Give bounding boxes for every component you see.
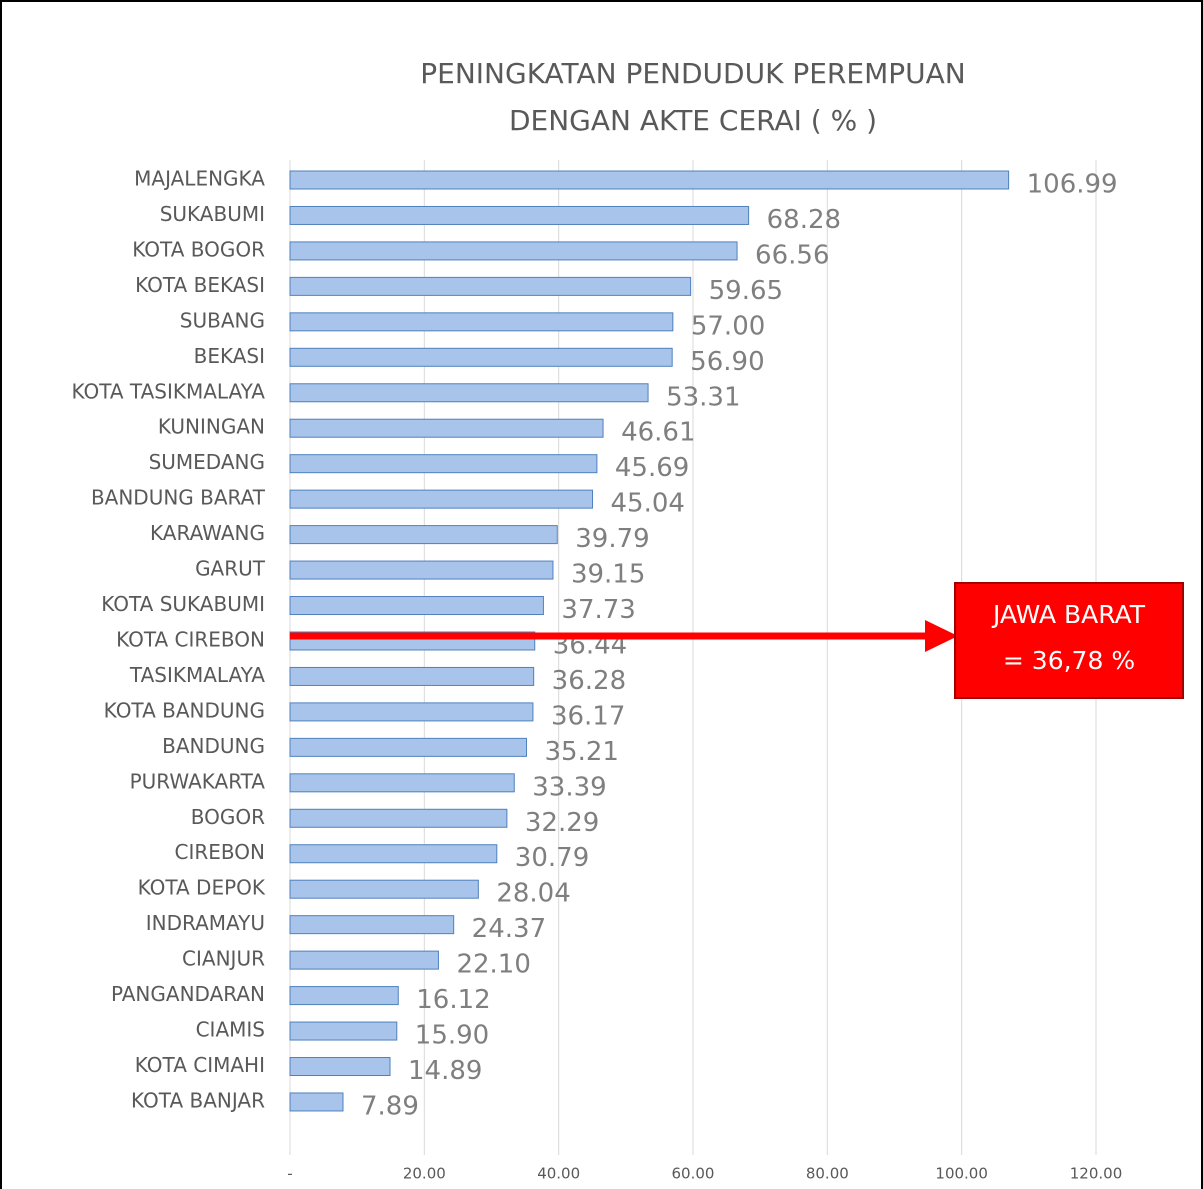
- value-label: 36.28: [552, 666, 626, 696]
- y-tick-label: SUMEDANG: [149, 450, 265, 474]
- bar: [289, 205, 750, 225]
- bar: [289, 986, 399, 1006]
- y-tick-label: GARUT: [195, 557, 266, 581]
- chart-title: PENINGKATAN PENDUDUK PEREMPUAN: [420, 57, 965, 90]
- value-label: 15.90: [415, 1021, 489, 1051]
- y-tick-label: KARAWANG: [150, 521, 265, 545]
- value-label: 32.29: [525, 808, 599, 838]
- value-label: 57.00: [691, 311, 765, 341]
- bar: [289, 241, 738, 261]
- bar: [289, 347, 673, 367]
- x-tick-label: 20.00: [403, 1165, 446, 1183]
- bar: [289, 1092, 344, 1112]
- annotation-text: JAWA BARAT: [991, 600, 1146, 629]
- annotation-arrow: [290, 620, 958, 652]
- x-tick-label: 100.00: [935, 1165, 988, 1183]
- value-label: 46.61: [621, 418, 695, 448]
- value-label: 56.90: [690, 347, 764, 377]
- value-label: 30.79: [515, 843, 589, 873]
- bar: [289, 170, 1010, 190]
- value-label: 68.28: [767, 205, 841, 235]
- annotation-box: [954, 582, 1184, 699]
- y-tick-label: BANDUNG BARAT: [91, 486, 266, 510]
- bar: [289, 525, 558, 545]
- y-tick-label: SUKABUMI: [160, 202, 265, 226]
- value-label: 53.31: [666, 382, 740, 412]
- bar: [289, 773, 515, 793]
- value-label: 45.04: [611, 489, 685, 519]
- bar: [289, 844, 498, 864]
- bar: [289, 1057, 391, 1076]
- x-tick-label: 120.00: [1070, 1165, 1123, 1183]
- y-tick-label: CIAMIS: [196, 1018, 265, 1042]
- y-tick-label: KOTA CIMAHI: [135, 1053, 265, 1077]
- bar: [289, 808, 508, 828]
- y-tick-label: CIANJUR: [182, 947, 265, 971]
- x-tick-label: 40.00: [537, 1165, 580, 1183]
- y-tick-label: KOTA TASIKMALAYA: [71, 379, 265, 403]
- value-label: 66.56: [755, 240, 829, 270]
- bar: [289, 276, 692, 296]
- value-label: 37.73: [561, 595, 635, 625]
- bar: [289, 454, 598, 474]
- bar: [289, 1021, 398, 1041]
- bar: [289, 666, 535, 686]
- arrow-head: [925, 620, 958, 652]
- y-tick-label: PURWAKARTA: [130, 769, 266, 793]
- bar: [289, 950, 439, 970]
- value-label: 35.21: [544, 737, 618, 767]
- y-tick-label: BEKASI: [194, 344, 265, 368]
- y-tick-label: KOTA DEPOK: [138, 876, 266, 900]
- bar: [289, 312, 674, 332]
- value-label: 28.04: [496, 879, 570, 909]
- y-tick-label: KOTA BEKASI: [135, 273, 265, 297]
- x-tick-label: -: [287, 1165, 292, 1183]
- bar: [289, 915, 455, 935]
- value-label: 36.17: [551, 701, 625, 731]
- x-tick-label: 60.00: [672, 1165, 715, 1183]
- y-tick-label: KUNINGAN: [158, 415, 265, 439]
- value-label: 106.99: [1027, 170, 1118, 200]
- y-tick-label: KOTA SUKABUMI: [101, 592, 265, 616]
- bar: [289, 383, 649, 403]
- bar: [289, 418, 604, 438]
- bar: [289, 737, 527, 757]
- bar: [289, 596, 544, 616]
- bar: [289, 702, 534, 722]
- bar: [289, 879, 479, 899]
- annotation-text: = 36,78 %: [1003, 646, 1135, 675]
- y-tick-label: KOTA BOGOR: [132, 237, 265, 261]
- chart-title: DENGAN AKTE CERAI ( % ): [509, 104, 877, 137]
- x-tick-label: 80.00: [806, 1165, 849, 1183]
- y-tick-label: PANGANDARAN: [111, 982, 265, 1006]
- y-tick-label: CIREBON: [175, 840, 265, 864]
- y-tick-label: SUBANG: [180, 308, 265, 332]
- y-tick-label: BANDUNG: [162, 734, 265, 758]
- value-label: 33.39: [532, 772, 606, 802]
- bar: [289, 489, 594, 509]
- y-tick-label: KOTA BANDUNG: [104, 698, 265, 722]
- y-tick-label: TASIKMALAYA: [129, 663, 265, 687]
- value-label: 14.89: [408, 1056, 482, 1086]
- value-label: 16.12: [416, 985, 490, 1015]
- y-tick-label: BOGOR: [191, 805, 265, 829]
- value-label: 24.37: [472, 914, 546, 944]
- value-label: 59.65: [709, 276, 783, 306]
- y-tick-label: KOTA BANJAR: [131, 1088, 265, 1112]
- value-label: 7.89: [361, 1091, 419, 1121]
- bar: [289, 560, 554, 580]
- y-tick-label: INDRAMAYU: [146, 911, 265, 935]
- value-label: 39.15: [571, 560, 645, 590]
- y-tick-label: KOTA CIREBON: [116, 627, 265, 651]
- y-tick-label: MAJALENGKA: [134, 167, 265, 191]
- value-label: 45.69: [615, 453, 689, 483]
- value-label: 22.10: [456, 950, 530, 980]
- value-label: 39.79: [575, 524, 649, 554]
